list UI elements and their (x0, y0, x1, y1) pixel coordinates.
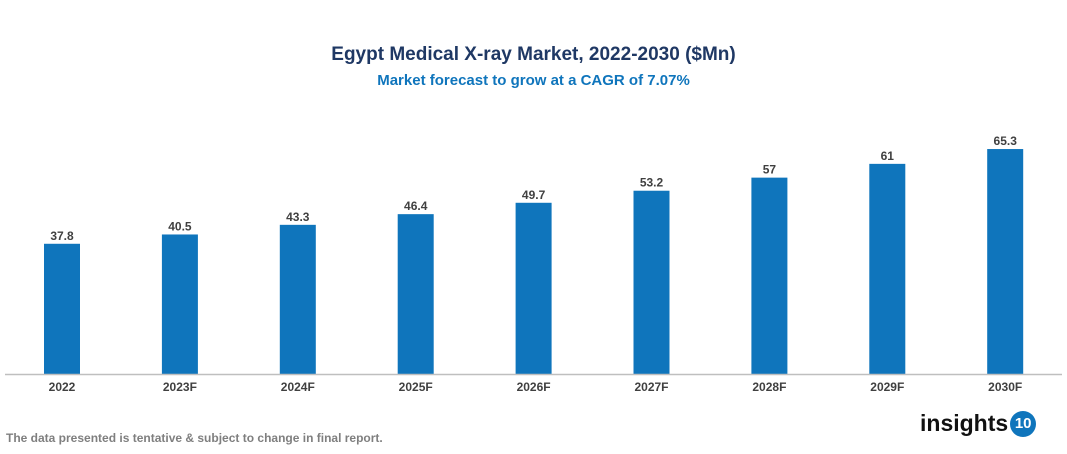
bar (987, 149, 1024, 374)
x-tick-label: 2024F (281, 380, 315, 394)
bar (515, 202, 552, 374)
insights10-logo: insights 10 (920, 410, 1037, 437)
data-label: 46.4 (404, 199, 428, 213)
data-label: 65.3 (994, 134, 1018, 148)
chart-title: Egypt Medical X-ray Market, 2022-2030 ($… (331, 44, 736, 65)
x-tick-label: 2026F (517, 380, 551, 394)
x-tick-label: 2022 (49, 380, 76, 394)
x-tick-label: 2027F (634, 380, 668, 394)
bar (44, 243, 80, 374)
logo-badge: 10 (1010, 410, 1037, 437)
chart-subtitle: Market forecast to grow at a CAGR of 7.0… (377, 72, 690, 89)
x-tick-label: 2028F (752, 380, 786, 394)
x-tick-label: 2023F (163, 380, 197, 394)
data-label: 53.2 (640, 176, 664, 190)
bar (869, 163, 906, 374)
data-label: 40.5 (168, 219, 192, 233)
x-tick-label: 2029F (870, 380, 904, 394)
bar (397, 214, 434, 374)
data-label: 57 (763, 163, 777, 177)
data-label: 43.3 (286, 210, 310, 224)
data-label: 49.7 (522, 188, 546, 202)
x-tick-label: 2030F (988, 380, 1022, 394)
x-tick-label: 2025F (399, 380, 433, 394)
bar (279, 224, 316, 374)
logo-text: insights (920, 410, 1009, 436)
bar (161, 234, 198, 374)
data-label: 37.8 (50, 229, 74, 243)
data-label: 61 (881, 149, 895, 163)
bar (633, 190, 670, 374)
bar (751, 177, 788, 374)
disclaimer: The data presented is tentative & subjec… (6, 431, 383, 445)
